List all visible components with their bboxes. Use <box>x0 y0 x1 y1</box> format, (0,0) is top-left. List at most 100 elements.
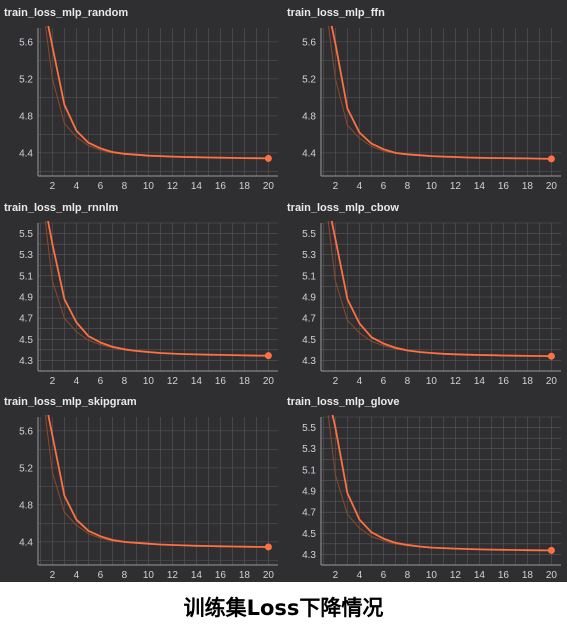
x-tick-label: 14 <box>474 181 486 192</box>
y-tick-label: 5.2 <box>19 463 33 474</box>
x-tick-label: 20 <box>263 376 275 387</box>
x-tick-label: 14 <box>191 181 203 192</box>
x-tick-label: 20 <box>263 181 275 192</box>
y-tick-label: 5.6 <box>302 37 316 48</box>
series-line-raw <box>327 415 552 551</box>
y-tick-label: 5.5 <box>302 423 316 434</box>
y-tick-label: 4.4 <box>19 537 33 548</box>
y-tick-label: 5.1 <box>19 271 33 282</box>
series-line-smoothed <box>47 415 269 548</box>
chart-panel-ffn: train_loss_mlp_ffn 2 4 6 8 10 12 14 16 18 20 4.4 4.… <box>283 0 566 194</box>
x-tick-label: 6 <box>98 181 104 192</box>
chart-title: train_loss_mlp_rnnlm <box>4 202 119 214</box>
chart-svg: 2 4 6 8 10 12 14 16 18 20 4.4 4.8 5.2 5.6 <box>302 26 561 192</box>
y-tick-label: 5.3 <box>302 444 316 455</box>
x-tick-label: 16 <box>498 376 510 387</box>
y-tick-label: 4.7 <box>302 508 316 519</box>
x-tick-label: 4 <box>357 376 363 387</box>
series-line-smoothed <box>331 415 552 552</box>
chart-panel-cbow: train_loss_mlp_cbow 2 4 6 8 10 12 14 16 18 20 4.3 4… <box>283 195 566 389</box>
series-group <box>45 26 269 160</box>
y-tick-label: 5.3 <box>302 250 316 261</box>
x-tick-label: 16 <box>498 570 510 581</box>
charts-grid: train_loss_mlp_random 2 4 6 8 10 12 14 16 18 20 4.… <box>0 0 567 582</box>
chart-title: train_loss_mlp_random <box>4 7 129 19</box>
x-tick-label: 8 <box>122 376 128 387</box>
y-tick-label: 5.1 <box>302 271 316 282</box>
x-tick-label: 12 <box>450 181 462 192</box>
y-tick-label: 4.4 <box>19 148 33 159</box>
x-tick-label: 18 <box>239 376 251 387</box>
chart-panel-glove: train_loss_mlp_glove 2 4 6 8 10 12 14 16 18 20 4.3… <box>283 389 566 583</box>
x-tick-label: 10 <box>426 181 438 192</box>
x-tick-label: 10 <box>143 181 155 192</box>
y-tick-label: 4.3 <box>19 356 33 367</box>
series-line-smoothed <box>330 26 552 160</box>
y-tick-label: 5.5 <box>19 229 33 240</box>
x-tick-label: 4 <box>74 570 80 581</box>
chart-panel-rnnlm: train_loss_mlp_rnnlm 2 4 6 8 10 12 14 16 18 20 4.3… <box>0 195 283 389</box>
x-tick-label: 6 <box>98 376 104 387</box>
y-tick-label: 4.7 <box>302 314 316 325</box>
y-tick-label: 4.5 <box>302 529 316 540</box>
x-tick-label: 10 <box>143 376 155 387</box>
series-line-raw <box>327 221 552 357</box>
y-tick-label: 4.3 <box>302 356 316 367</box>
series-group <box>327 415 552 552</box>
series-line-raw <box>328 26 552 160</box>
x-tick-label: 10 <box>143 570 155 581</box>
x-tick-label: 8 <box>122 570 128 581</box>
x-tick-label: 2 <box>50 376 56 387</box>
series-group <box>328 26 552 160</box>
y-tick-label: 4.5 <box>19 335 33 346</box>
y-tick-label: 4.5 <box>302 335 316 346</box>
x-tick-label: 4 <box>357 181 363 192</box>
series-end-point <box>264 352 272 360</box>
x-tick-label: 4 <box>74 376 80 387</box>
chart-title: train_loss_mlp_ffn <box>287 7 385 19</box>
chart-title: train_loss_mlp_cbow <box>287 202 399 214</box>
x-tick-label: 2 <box>333 570 339 581</box>
x-tick-label: 12 <box>167 570 179 581</box>
x-tick-label: 6 <box>381 376 387 387</box>
series-end-point <box>264 154 272 162</box>
y-tick-label: 5.3 <box>19 250 33 261</box>
chart-svg: 2 4 6 8 10 12 14 16 18 20 4.3 4.5 4.7 4.9 5.1 5.3 5.5 <box>19 221 278 387</box>
series-line-raw <box>44 221 269 357</box>
x-tick-label: 16 <box>215 570 227 581</box>
x-tick-label: 2 <box>50 181 56 192</box>
chart-title: train_loss_mlp_skipgram <box>4 396 137 408</box>
x-tick-label: 4 <box>74 181 80 192</box>
y-tick-label: 4.8 <box>302 111 316 122</box>
series-group <box>327 221 552 358</box>
y-tick-label: 4.9 <box>302 293 316 304</box>
x-tick-label: 16 <box>215 181 227 192</box>
x-tick-label: 6 <box>381 181 387 192</box>
y-tick-label: 5.1 <box>302 465 316 476</box>
x-tick-label: 18 <box>522 570 534 581</box>
series-line-smoothed <box>47 221 269 357</box>
x-tick-label: 14 <box>474 570 486 581</box>
series-group <box>44 415 269 548</box>
y-tick-label: 4.7 <box>19 314 33 325</box>
chart-svg: 2 4 6 8 10 12 14 16 18 20 4.4 4.8 5.2 5.6 <box>19 415 278 581</box>
x-tick-label: 8 <box>405 181 411 192</box>
x-tick-label: 8 <box>405 376 411 387</box>
y-tick-label: 4.4 <box>302 148 316 159</box>
x-tick-label: 2 <box>50 570 56 581</box>
x-tick-label: 14 <box>474 376 486 387</box>
x-tick-label: 18 <box>522 181 534 192</box>
x-tick-label: 2 <box>333 181 339 192</box>
x-tick-label: 10 <box>426 570 438 581</box>
x-tick-label: 16 <box>215 376 227 387</box>
series-end-point <box>547 155 555 163</box>
chart-panel-skipgram: train_loss_mlp_skipgram 2 4 6 8 10 12 14 16 18 20… <box>0 389 283 583</box>
x-tick-label: 20 <box>546 376 558 387</box>
x-tick-label: 10 <box>426 376 438 387</box>
figure-caption: 训练集Loss下降情况 <box>183 596 384 620</box>
x-tick-label: 12 <box>450 570 462 581</box>
x-tick-label: 20 <box>546 570 558 581</box>
y-tick-label: 4.9 <box>19 293 33 304</box>
chart-svg: 2 4 6 8 10 12 14 16 18 20 4.3 4.5 4.7 4.9 5.1 5.3 5.5 <box>302 221 561 387</box>
x-tick-label: 6 <box>98 570 104 581</box>
